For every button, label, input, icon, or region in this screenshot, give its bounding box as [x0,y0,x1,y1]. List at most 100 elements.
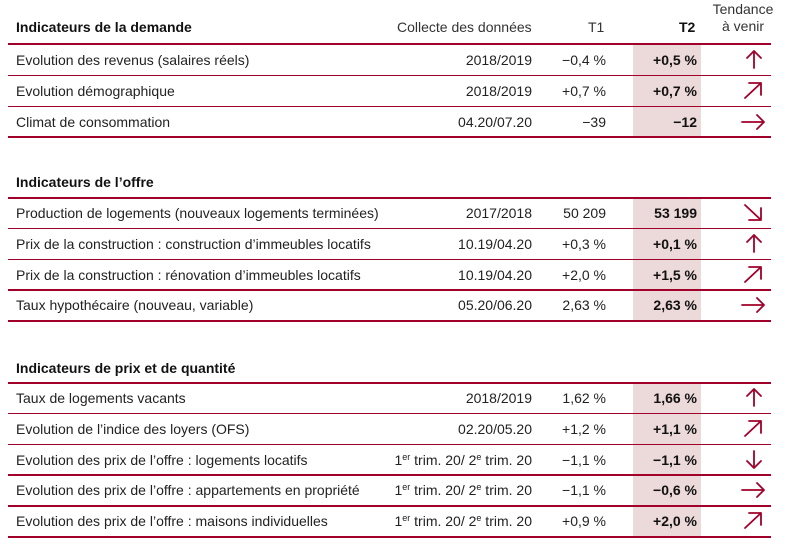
trend-header-line2: à venir [721,18,765,34]
row-collection: 2018/2019 [465,82,532,99]
section-title-price: Indicateurs de prix et de quantité [16,360,236,376]
row-t1-value: 2,63 % [562,297,606,314]
arrow-up-right-icon [744,265,762,283]
collection-part: e [476,482,482,493]
row-rule [8,105,771,108]
trend-right-icon [738,292,770,318]
row-t1-value: −0,4 % [562,52,606,68]
arrow-up-right-icon [744,419,762,437]
row-t1-value: 1,62 % [562,390,606,406]
row-rule [8,536,771,538]
row-t1-value: 50 209 [563,205,606,221]
row-collection: 2018/2019 [465,390,532,406]
row-collection: 1er trim. 20/ 2e trim. 20 [394,452,532,468]
table-row: Prix de la construction : construction d… [0,229,787,259]
row-rule [8,289,771,291]
row-rule [8,74,771,77]
row-label: Taux de logements vacants [16,390,186,406]
trend-down-right-icon [738,200,770,226]
row-t2-value: +1,5 % [653,266,697,283]
collection-part: er [402,482,411,493]
row-collection: 05.20/06.20 [458,297,532,314]
trend-right-icon [738,109,770,135]
t1-header: T1 [588,19,605,35]
arrow-right-icon [741,297,765,314]
row-rule [8,320,771,322]
arrow-up-right-icon [744,512,762,530]
row-t2-value: 53 199 [654,205,697,221]
row-t2-value: +0,1 % [653,235,697,252]
table-row: Evolution des prix de l’offre : maisons … [0,506,787,536]
collection-part: 1 [394,451,403,468]
row-t1-value: +0,9 % [562,513,606,530]
row-t2-value: +0,5 % [653,52,697,68]
collection-part: 1 [394,513,403,530]
trend-up-right-icon [738,262,770,288]
row-rule [8,443,771,446]
section-rule [8,382,771,384]
row-label: Production de logements (nouveaux logeme… [16,205,379,221]
row-t2-value: +0,7 % [653,82,697,99]
trend-up-icon [738,47,770,73]
collection-part: e [476,451,482,462]
row-rule [8,474,771,476]
row-collection: 2017/2018 [465,205,532,221]
row-label: Evolution des prix de l’offre : logement… [16,451,308,468]
collection-part: trim. 20 [481,482,532,499]
collection-part: trim. 20 [481,513,532,530]
row-t2-value: −0,6 % [653,482,697,499]
row-label: Taux hypothécaire (nouveau, variable) [16,297,254,314]
row-t1-value: +2,0 % [562,266,606,283]
collection-part: er [402,513,411,524]
row-rule [8,136,771,138]
row-label: Climat de consommation [16,113,171,130]
row-collection: 02.20/05.20 [458,420,532,437]
table-row: Evolution démographique 2018/2019 +0,7 % +0… [0,76,787,106]
table-row: Evolution des prix de l’offre : appartem… [0,475,787,505]
row-rule [8,227,771,230]
trend-up-icon [738,385,770,411]
row-collection: 10.19/04.20 [458,235,532,252]
t2-highlight-demand [633,45,701,137]
table-row: Production de logements (nouveaux logeme… [0,198,787,228]
row-collection: 2018/2019 [465,52,532,68]
row-rule [8,258,771,261]
trend-header: Tendance à venir [703,1,783,35]
collection-part: trim. 20/ 2 [410,451,477,468]
collection-part: trim. 20 [481,451,532,468]
collection-part: 1 [394,482,403,499]
arrow-up-right-icon [744,81,762,99]
arrow-down-icon [746,449,762,469]
row-t1-value: +0,7 % [562,82,606,99]
row-t1-value: −1,1 % [562,482,606,499]
arrow-up-icon [746,233,762,253]
row-rule [8,412,771,415]
row-t1-value: −1,1 % [562,451,606,468]
table-row: Evolution des prix de l’offre : logement… [0,445,787,475]
row-label: Evolution des prix de l’offre : maisons … [16,513,328,530]
row-t1-value: +1,2 % [562,420,606,437]
row-t1-value: −39 [582,113,606,130]
row-collection: 1er trim. 20/ 2e trim. 20 [394,513,532,529]
collection-part: e [476,513,482,524]
header-rule [8,43,771,45]
collection-header: Collecte des données [397,19,532,35]
arrow-right-icon [741,113,765,130]
row-collection: 10.19/04.20 [458,266,532,283]
trend-up-icon [738,231,770,257]
row-t2-value: 1,66 % [653,390,697,406]
row-label: Evolution de l’indice des loyers (OFS) [16,420,250,437]
trend-down-icon [738,447,770,473]
row-t1-value: +0,3 % [562,235,606,252]
row-label: Prix de la construction : construction d… [16,235,371,252]
trend-up-right-icon [738,508,770,534]
arrow-up-icon [746,388,762,407]
row-collection: 1er trim. 20/ 2e trim. 20 [394,482,532,498]
row-t2-value: +2,0 % [653,513,697,530]
trend-up-right-icon [738,416,770,442]
row-rule [8,505,771,507]
collection-part: trim. 20/ 2 [410,482,477,499]
trend-right-icon [738,477,770,503]
row-label: Prix de la construction : rénovation d’i… [16,266,361,283]
